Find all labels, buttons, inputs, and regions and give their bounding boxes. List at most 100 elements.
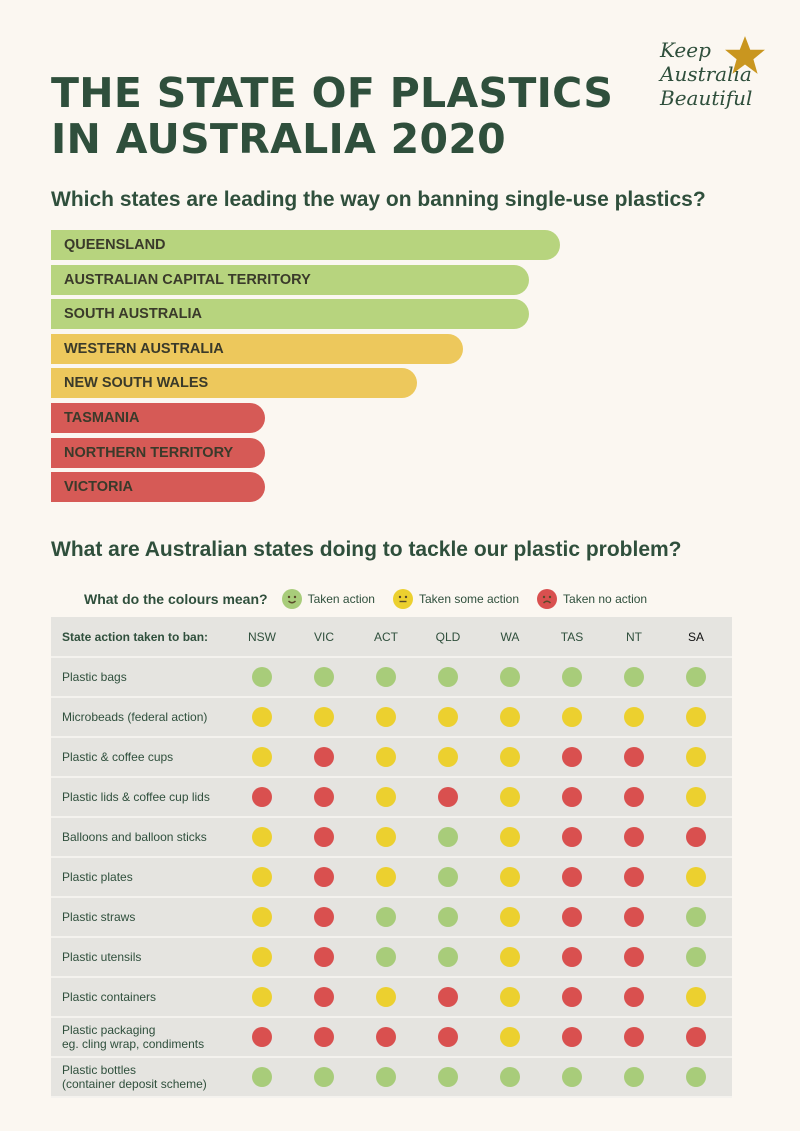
cell-sa [665, 947, 727, 967]
status-dot-green [314, 1067, 334, 1087]
bar-new-south-wales: NEW SOUTH WALES [51, 368, 417, 399]
cell-qld [417, 1067, 479, 1087]
cell-qld [417, 667, 479, 687]
row-label: Plastic bags [51, 670, 231, 684]
cell-sa [665, 867, 727, 887]
row-label-main: Microbeads (federal action) [62, 710, 208, 724]
cell-qld [417, 947, 479, 967]
cell-vic [293, 867, 355, 887]
status-dot-green [624, 667, 644, 687]
row-label-main: Plastic packaging [62, 1023, 156, 1037]
colour-legend: What do the colours mean? Taken action Ta… [84, 586, 665, 612]
status-dot-yellow [252, 907, 272, 927]
cell-nsw [231, 1027, 293, 1047]
cell-nsw [231, 947, 293, 967]
cell-nsw [231, 1067, 293, 1087]
cell-wa [479, 747, 541, 767]
bar-south-australia: SOUTH AUSTRALIA [51, 299, 529, 330]
cell-act [355, 1067, 417, 1087]
status-dot-green [500, 667, 520, 687]
row-label-main: Plastic bags [62, 670, 127, 684]
status-dot-green [376, 1067, 396, 1087]
status-dot-yellow [686, 747, 706, 767]
smile-face-icon [281, 589, 302, 609]
cell-nsw [231, 987, 293, 1007]
row-label-main: Balloons and balloon sticks [62, 830, 207, 844]
status-dot-yellow [252, 707, 272, 727]
status-dot-yellow [376, 827, 396, 847]
status-dot-red [314, 1027, 334, 1047]
cell-wa [479, 1027, 541, 1047]
status-dot-yellow [500, 707, 520, 727]
column-header-vic: VIC [313, 629, 334, 644]
legend-item-green: Taken action [281, 589, 375, 609]
status-dot-green [376, 667, 396, 687]
status-dot-red [252, 787, 272, 807]
status-dot-yellow [500, 827, 520, 847]
status-dot-red [314, 787, 334, 807]
cell-sa [665, 787, 727, 807]
status-dot-green [438, 667, 458, 687]
page-title-line-1: THE STATE OF PLASTICS [51, 69, 614, 117]
column-header-tas: TAS [560, 629, 584, 644]
table-row: Plastic bottles (container deposit scheme… [51, 1058, 732, 1098]
page-title: THE STATE OF PLASTICS IN AUSTRALIA 2020 [51, 70, 613, 162]
status-dot-green [686, 667, 706, 687]
status-dot-green [252, 667, 272, 687]
cell-wa [479, 1067, 541, 1087]
cell-vic [293, 1067, 355, 1087]
cell-sa [665, 1027, 727, 1047]
cell-tas [541, 667, 603, 687]
status-dot-red [624, 1027, 644, 1047]
cell-tas [541, 1027, 603, 1047]
cell-act [355, 907, 417, 927]
status-dot-red [624, 907, 644, 927]
status-dot-green [438, 1067, 458, 1087]
status-dot-yellow [500, 1027, 520, 1047]
legend-title: What do the colours mean? [84, 591, 268, 607]
row-label-main: Plastic straws [62, 910, 136, 924]
status-dot-yellow [500, 907, 520, 927]
table-row: Plastic utensils [51, 938, 732, 978]
row-label: Balloons and balloon sticks [51, 830, 231, 844]
status-dot-red [314, 867, 334, 887]
legend-label: Taken action [307, 592, 375, 606]
cell-wa [479, 787, 541, 807]
status-dot-green [438, 947, 458, 967]
bar-northern-territory: NORTHERN TERRITORY [51, 437, 265, 468]
row-label-main: Plastic utensils [62, 950, 142, 964]
status-dot-green [376, 907, 396, 927]
cell-wa [479, 707, 541, 727]
row-label: Plastic packaging eg. cling wrap, condime… [51, 1023, 231, 1051]
status-dot-green [252, 1067, 272, 1087]
bar-queensland: QUEENSLAND [51, 230, 560, 260]
status-dot-red [624, 747, 644, 767]
cell-nt [603, 867, 665, 887]
cell-tas [541, 1067, 603, 1087]
status-dot-yellow [500, 947, 520, 967]
status-dot-red [438, 787, 458, 807]
cell-tas [541, 787, 603, 807]
status-dot-green [562, 667, 582, 687]
table-row: Plastic & coffee cups [51, 738, 732, 778]
cell-qld [417, 867, 479, 887]
cell-act [355, 667, 417, 687]
cell-nsw [231, 787, 293, 807]
legend-item-red: Taken no action [537, 589, 647, 609]
cell-vic [293, 707, 355, 727]
sad-face-icon [537, 589, 558, 609]
status-dot-green [686, 1067, 706, 1087]
cell-nsw [231, 747, 293, 767]
cell-nsw [231, 827, 293, 847]
cell-act [355, 947, 417, 967]
row-label: Plastic utensils [51, 950, 231, 964]
status-dot-red [562, 1027, 582, 1047]
cell-vic [293, 987, 355, 1007]
cell-sa [665, 707, 727, 727]
cell-nt [603, 1067, 665, 1087]
column-header-wa: WA [500, 629, 520, 644]
cell-wa [479, 867, 541, 887]
row-label-main: Plastic plates [62, 870, 133, 884]
status-dot-red [624, 787, 644, 807]
table-header-columns: NSW VIC ACT QLD WA TAS NT SA [231, 630, 727, 644]
